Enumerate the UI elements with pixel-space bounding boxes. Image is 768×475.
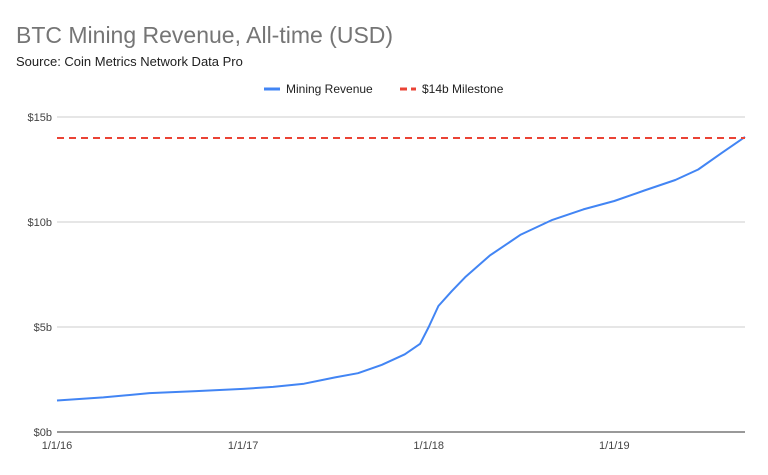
legend-label: $14b Milestone: [422, 82, 504, 96]
legend-item: Mining Revenue: [264, 82, 373, 96]
x-tick-label: 1/1/19: [599, 440, 630, 452]
y-tick-label: $15b: [28, 112, 52, 124]
x-tick-label: 1/1/18: [413, 440, 444, 452]
chart-title: BTC Mining Revenue, All-time (USD): [16, 22, 394, 48]
x-tick-label: 1/1/16: [42, 440, 73, 452]
legend-label: Mining Revenue: [286, 82, 373, 96]
axis-layer: $0b $5b $10b $15b 1/1/16 1/1/17 1/1/18 1/1/19: [28, 112, 745, 452]
mining-revenue-line: [56, 136, 746, 402]
x-tick-label: 1/1/17: [228, 440, 259, 452]
legend-item: $14b Milestone: [400, 82, 504, 96]
y-tick-label: $0b: [34, 427, 52, 439]
y-tick-label: $10b: [28, 217, 52, 229]
legend-layer: Mining Revenue $14b Milestone: [264, 82, 504, 96]
grid-layer: [57, 116, 745, 328]
y-tick-label: $5b: [34, 322, 52, 334]
chart-subtitle: Source: Coin Metrics Network Data Pro: [16, 54, 243, 69]
series-layer: [56, 136, 746, 402]
